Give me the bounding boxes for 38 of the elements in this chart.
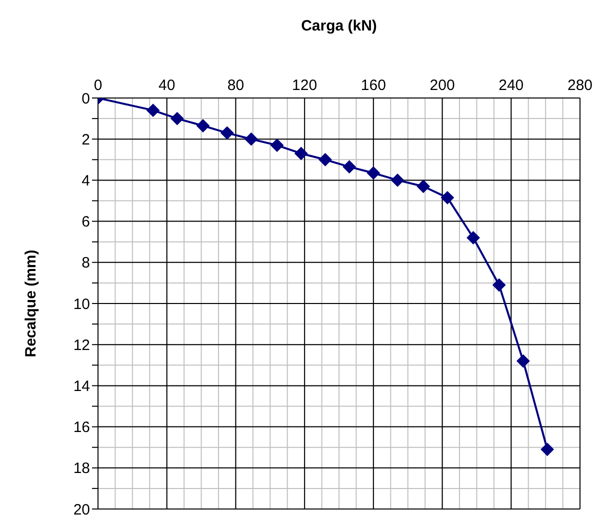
y-tick-label: 16	[73, 419, 90, 436]
y-tick-label: 8	[82, 254, 90, 272]
x-tick-label: 80	[227, 77, 244, 94]
point	[516, 354, 530, 368]
y-tick-label: 20	[73, 501, 90, 517]
x-tick-label: 40	[158, 77, 176, 94]
x-tick-label: 120	[292, 77, 318, 94]
y-tick-label: 10	[73, 296, 90, 313]
point	[391, 174, 404, 187]
point	[196, 119, 210, 132]
point	[170, 112, 184, 126]
point	[244, 132, 258, 146]
point	[294, 146, 308, 160]
point	[270, 138, 284, 152]
point	[318, 153, 332, 166]
y-tick-label: 2	[82, 131, 90, 148]
y-axis-title: Recalque (mm)	[22, 250, 40, 358]
y-tick-label: 14	[73, 378, 90, 396]
x-tick-label: 200	[430, 77, 455, 94]
point	[366, 166, 380, 180]
point	[492, 278, 506, 292]
x-tick-label: 280	[567, 77, 593, 94]
point	[416, 180, 430, 193]
x-tick-label: 0	[94, 77, 102, 94]
y-tick-label: 6	[82, 214, 90, 231]
point	[220, 126, 234, 140]
y-tick-label: 4	[82, 172, 90, 190]
point	[146, 104, 160, 117]
x-tick-label: 160	[360, 77, 386, 94]
x-tick-label: 240	[498, 77, 524, 94]
y-tick-label: 18	[73, 460, 90, 478]
point	[466, 231, 480, 244]
y-tick-label: 0	[82, 90, 90, 108]
point	[440, 191, 454, 204]
point	[342, 160, 356, 174]
y-tick-label: 12	[73, 336, 90, 354]
point	[540, 442, 554, 456]
x-axis-title: Carga (kN)	[301, 18, 377, 35]
